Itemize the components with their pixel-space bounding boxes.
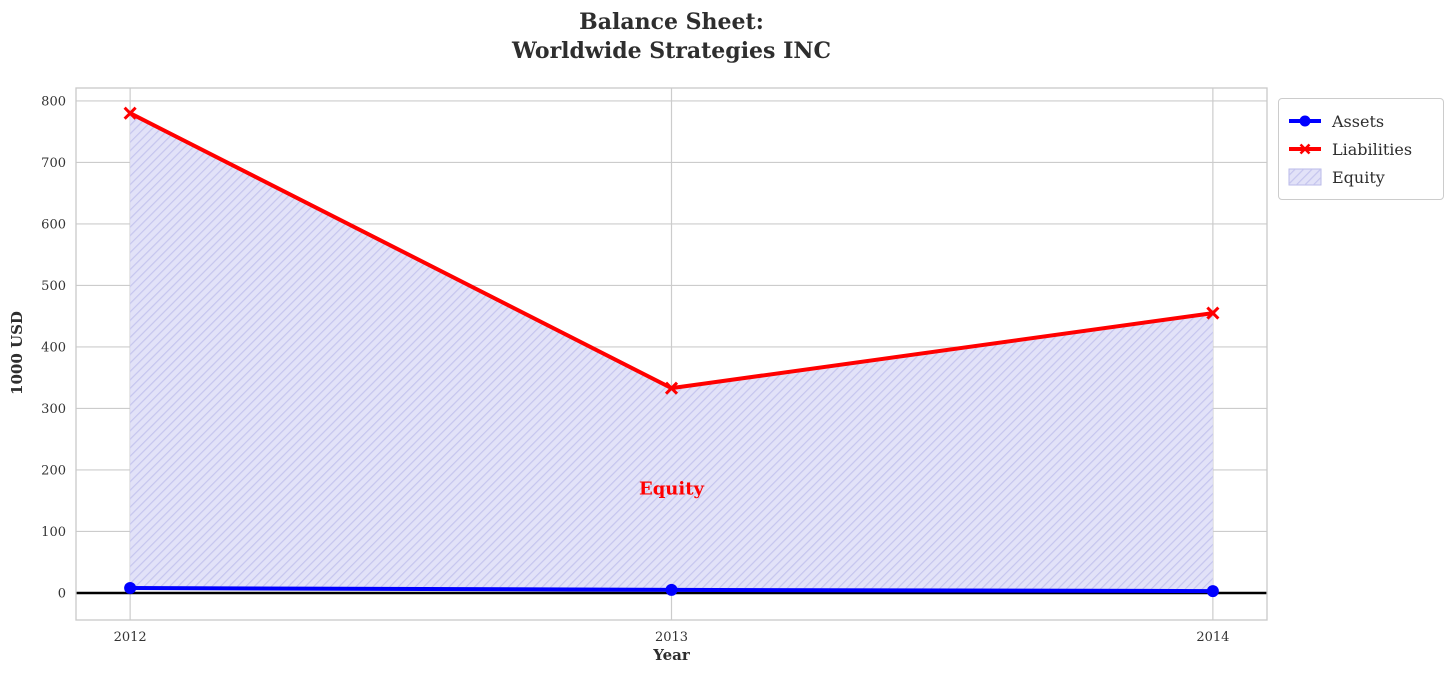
x-tick-label: 2012	[114, 630, 147, 645]
legend-row-assets: Assets	[1288, 107, 1433, 135]
axes-border	[75, 87, 1268, 621]
legend-row-equity: Equity	[1288, 163, 1433, 191]
liabilities-marker-x	[1206, 306, 1220, 320]
y-tick-label: 200	[41, 463, 66, 478]
chart-title: Balance Sheet: Worldwide Strategies INC	[512, 9, 831, 65]
assets-line-swatch-icon	[1289, 115, 1321, 127]
assets-marker-circle	[665, 583, 678, 596]
x-axis-label: Year	[653, 646, 690, 664]
y-tick-label: 400	[41, 340, 66, 355]
liabilities-marker-x	[123, 106, 137, 120]
assets-marker-circle	[124, 582, 137, 595]
liabilities-marker-x	[664, 381, 679, 395]
y-tick-label: 300	[41, 402, 66, 417]
equity-annotation: Equity	[639, 478, 705, 499]
x-tick-label: 2013	[655, 630, 688, 645]
y-tick-label: 0	[58, 586, 66, 601]
legend: Assets Liabilities Equity	[1278, 98, 1444, 200]
legend-row-liabilities: Liabilities	[1288, 135, 1433, 163]
equity-fill-hatch	[130, 113, 1213, 592]
legend-label-assets: Assets	[1332, 111, 1385, 131]
legend-label-equity: Equity	[1332, 167, 1385, 187]
y-axis-label: 1000 USD	[8, 311, 26, 395]
liabilities-line-swatch-icon	[1289, 143, 1321, 155]
y-tick-label: 700	[41, 156, 66, 171]
assets-marker-circle	[1206, 585, 1219, 598]
legend-label-liabilities: Liabilities	[1332, 139, 1413, 159]
y-tick-label: 500	[41, 279, 66, 294]
y-tick-label: 600	[41, 217, 66, 232]
y-tick-label: 800	[41, 94, 66, 109]
equity-patch-swatch-icon	[1288, 168, 1322, 186]
y-tick-label: 100	[41, 525, 66, 540]
x-tick-label: 2014	[1196, 630, 1229, 645]
